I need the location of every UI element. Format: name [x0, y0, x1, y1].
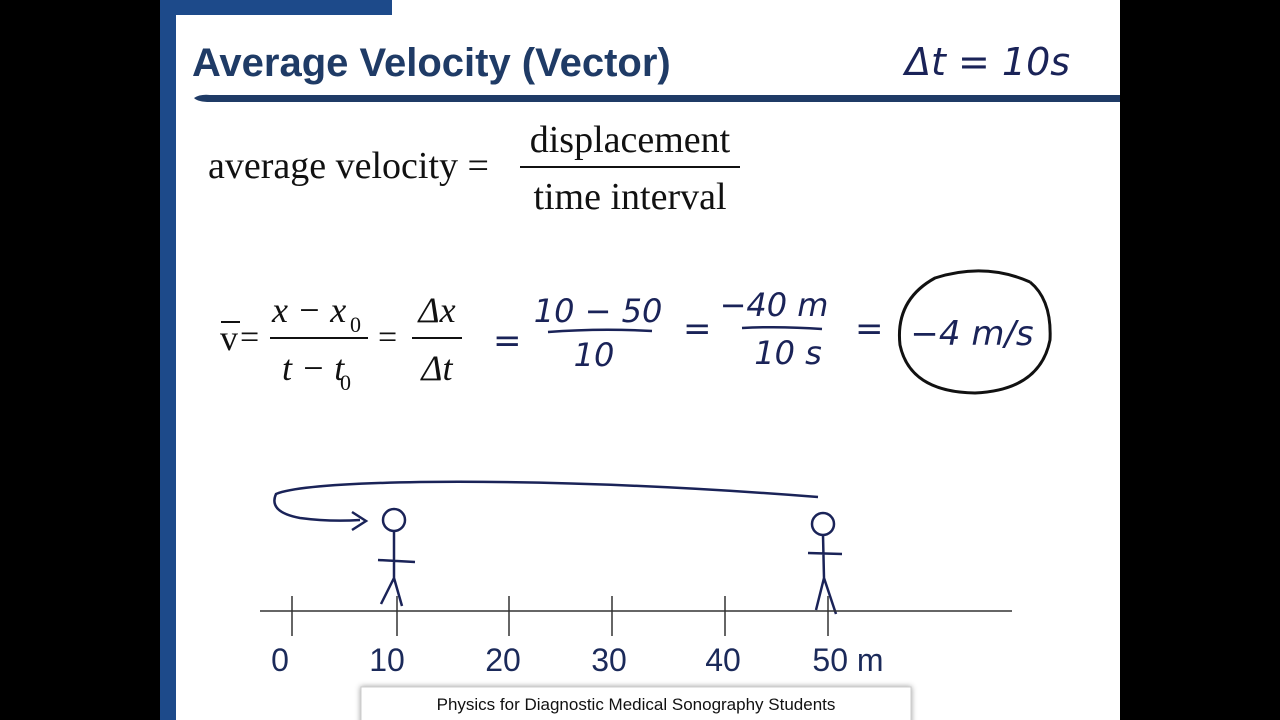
definition-denominator: time interval [533, 176, 726, 218]
definition-lhs: average velocity = [208, 145, 489, 187]
equals: = [378, 319, 397, 356]
definition-numerator: displacement [530, 119, 731, 161]
stick-figure [807, 511, 843, 615]
step-numerator: −40 m [720, 286, 829, 324]
number-line-label: 40 [705, 642, 741, 678]
handwritten-note: Δt = 10s [902, 40, 1070, 84]
step-denominator: 10 [574, 336, 615, 374]
left-bar [160, 0, 176, 720]
equals: = [240, 319, 259, 356]
number-line-label: 50 m [812, 642, 883, 678]
number-line-ticks [291, 596, 829, 636]
footer-box [360, 686, 912, 720]
hand-equals: = [493, 321, 522, 361]
result: −4 m/s [910, 314, 1033, 354]
result-circle [897, 269, 1052, 395]
hand-equals: = [855, 309, 884, 349]
hand-fraction-line [741, 325, 823, 331]
motion-arrow [273, 480, 819, 522]
arrow-head [351, 510, 369, 532]
top-bar [176, 0, 392, 15]
number-line-label: 20 [485, 642, 521, 678]
slide-canvas [160, 0, 1120, 720]
number-line-label: 10 [369, 642, 405, 678]
numerator: x − x [271, 290, 346, 330]
number-line-label: 0 [271, 642, 289, 678]
delta-denominator: Δt [419, 348, 453, 388]
stick-figure [377, 507, 416, 607]
denominator-sub: 0 [340, 370, 351, 395]
step-numerator: 10 − 50 [534, 292, 663, 330]
title-underline [194, 94, 1120, 102]
denominator: t − t [282, 348, 345, 388]
number-line-label: 30 [591, 642, 627, 678]
hand-fraction-line [547, 328, 653, 334]
hand-equals: = [683, 309, 712, 349]
velocity-symbol: v [220, 318, 238, 358]
delta-numerator: Δx [416, 290, 455, 330]
numerator-sub: 0 [350, 312, 361, 337]
step-denominator: 10 s [754, 334, 822, 372]
footer: Physics for Diagnostic Medical Sonograph… [437, 695, 836, 714]
title: Average Velocity (Vector) [192, 41, 671, 85]
